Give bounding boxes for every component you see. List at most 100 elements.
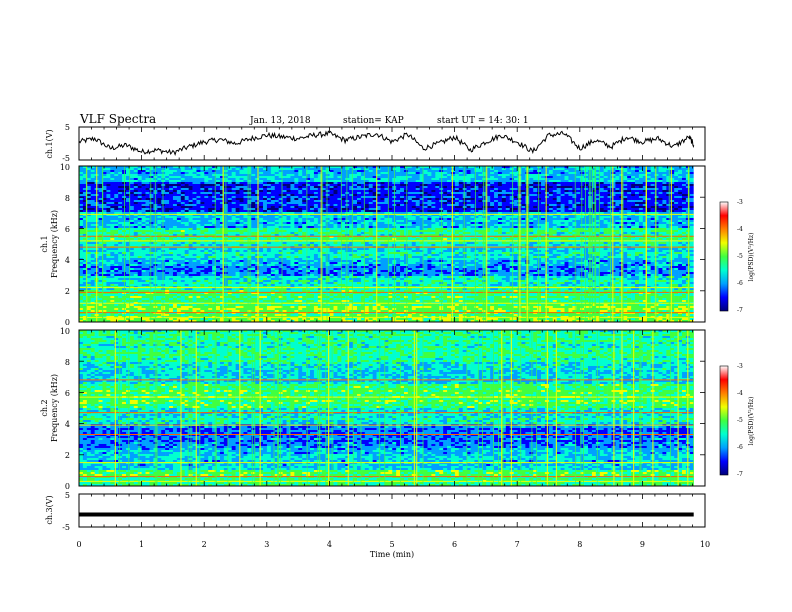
s1-cell xyxy=(380,172,384,174)
s1-cell xyxy=(310,186,314,188)
s1-cell xyxy=(447,168,451,170)
s1-cell xyxy=(267,180,271,182)
s1-cell xyxy=(427,182,431,184)
s1-cell xyxy=(651,172,655,174)
s1-cell xyxy=(451,186,455,188)
s1-cell xyxy=(690,174,694,176)
s1-cell xyxy=(451,178,455,180)
s1-cell xyxy=(658,168,662,170)
s1-cell xyxy=(118,178,122,180)
s1-cell xyxy=(404,176,408,178)
s1-cell xyxy=(412,168,416,170)
s1-cell xyxy=(196,172,200,174)
s1-cell xyxy=(122,186,126,188)
s1-cell xyxy=(658,180,662,182)
s1-cell xyxy=(255,182,259,184)
s1-cell xyxy=(173,178,177,180)
s1-cell xyxy=(134,180,138,182)
s1-cell xyxy=(506,172,510,174)
s1-cell xyxy=(623,172,627,174)
s1-cell xyxy=(565,176,569,178)
s1-cell xyxy=(200,176,204,178)
s1-cell xyxy=(334,182,338,184)
s1-cell xyxy=(608,176,612,178)
s1-cell xyxy=(330,170,334,172)
s1-cell xyxy=(255,176,259,178)
s1-cell xyxy=(529,184,533,186)
s1-cell xyxy=(232,184,236,186)
s1-cell xyxy=(110,170,114,172)
s1-cell xyxy=(232,182,236,184)
s1-cell xyxy=(216,186,220,188)
s1-cell xyxy=(572,186,576,188)
s1-cell xyxy=(510,184,514,186)
s1-cell xyxy=(408,184,412,186)
s1-cell xyxy=(471,182,475,184)
s1-cell xyxy=(353,186,357,188)
s1-cell xyxy=(627,180,631,182)
s1-cell xyxy=(514,182,518,184)
s1-cell xyxy=(251,186,255,188)
s1-cell xyxy=(651,170,655,172)
s1-cell xyxy=(326,176,330,178)
s1-cell xyxy=(435,170,439,172)
s1-cell xyxy=(502,168,506,170)
s1-cell xyxy=(271,182,275,184)
s1-cell xyxy=(287,184,291,186)
s1-cell xyxy=(251,182,255,184)
s1-cell xyxy=(87,168,91,170)
s1-cell xyxy=(408,168,412,170)
s1-cell xyxy=(424,170,428,172)
s1-cell xyxy=(431,186,435,188)
s1-cell xyxy=(216,172,220,174)
s1-cell xyxy=(130,170,134,172)
s1-cell xyxy=(443,180,447,182)
s1-cell xyxy=(157,180,161,182)
s1-cell xyxy=(118,168,122,170)
s1-cell xyxy=(463,180,467,182)
s1-cell xyxy=(173,182,177,184)
s1-cell xyxy=(216,174,220,176)
s1-cell xyxy=(568,180,572,182)
s1-cell xyxy=(169,180,173,182)
s1-cell xyxy=(623,168,627,170)
s1-cell xyxy=(259,170,263,172)
s1-cell xyxy=(185,180,189,182)
s1-cell xyxy=(193,170,197,172)
s1-cell xyxy=(326,186,330,188)
s1-cell xyxy=(521,174,525,176)
date-label: Jan. 13, 2018 xyxy=(249,116,311,126)
s1-cell xyxy=(557,180,561,182)
s1-cell xyxy=(236,186,240,188)
s1-cell xyxy=(142,168,146,170)
s1-cell xyxy=(353,180,357,182)
s1-cell xyxy=(255,186,259,188)
s1-cell xyxy=(149,182,153,184)
s1-cell xyxy=(388,186,392,188)
s1-cell xyxy=(662,168,666,170)
s1-cell xyxy=(549,178,553,180)
s1-cell xyxy=(326,174,330,176)
s1-cell xyxy=(87,184,91,186)
s1-cell xyxy=(506,186,510,188)
s1-cell xyxy=(114,178,118,180)
s1-cell xyxy=(173,186,177,188)
s1-cell xyxy=(118,170,122,172)
s1-cell xyxy=(173,172,177,174)
s1-cell xyxy=(447,172,451,174)
s1-cell xyxy=(482,176,486,178)
s1-cell xyxy=(615,180,619,182)
s1-cell xyxy=(557,178,561,180)
s1-cell xyxy=(349,182,353,184)
s1-cell xyxy=(608,168,612,170)
s1-cell xyxy=(349,186,353,188)
s1-cell xyxy=(345,172,349,174)
s1-cell xyxy=(302,178,306,180)
s1-cell xyxy=(431,180,435,182)
s1-cell xyxy=(553,172,557,174)
s1-cell xyxy=(651,184,655,186)
s1-cell xyxy=(169,168,173,170)
s1-cell xyxy=(557,172,561,174)
s1-cell xyxy=(169,186,173,188)
s1-cell xyxy=(243,182,247,184)
